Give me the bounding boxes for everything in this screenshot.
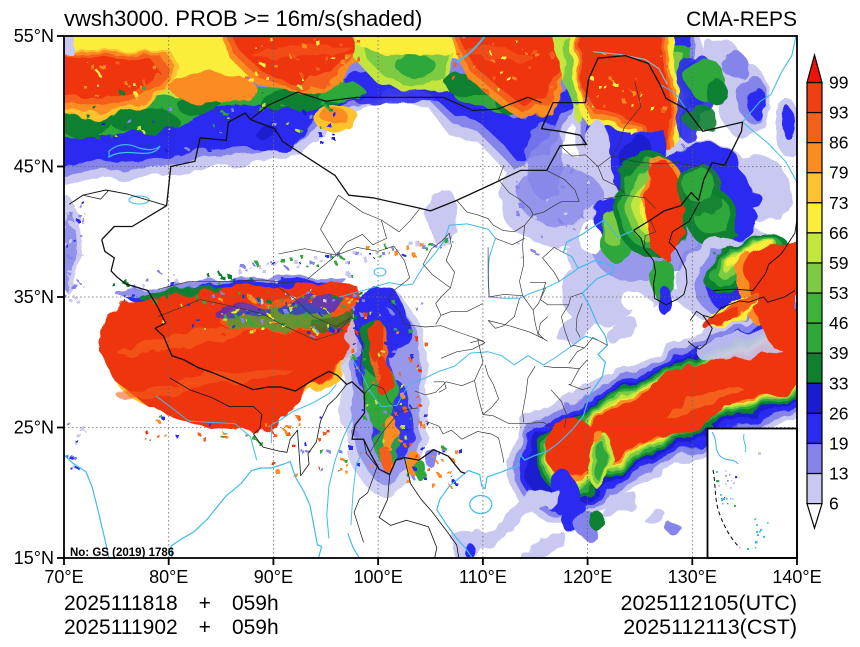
svg-text:45°N: 45°N	[14, 157, 54, 177]
svg-text:93: 93	[829, 103, 848, 123]
svg-text:130°E: 130°E	[668, 567, 717, 587]
svg-text:15°N: 15°N	[14, 548, 54, 568]
svg-text:13: 13	[829, 464, 848, 484]
svg-text:86: 86	[829, 133, 848, 153]
svg-text:26: 26	[829, 403, 848, 423]
svg-text:vwsh3000. PROB >= 16m/s(shaded: vwsh3000. PROB >= 16m/s(shaded)	[64, 6, 422, 31]
svg-text:70°E: 70°E	[44, 567, 83, 587]
svg-text:2025111902 + 059h: 2025111902 + 059h	[64, 616, 279, 639]
svg-text:99: 99	[829, 73, 848, 93]
svg-text:CMA-REPS: CMA-REPS	[686, 8, 797, 31]
svg-text:2025111818 + 059h: 2025111818 + 059h	[64, 592, 279, 615]
svg-text:53: 53	[829, 283, 848, 303]
svg-text:39: 39	[829, 343, 848, 363]
svg-text:2025112105(UTC): 2025112105(UTC)	[621, 591, 797, 615]
svg-text:80°E: 80°E	[149, 567, 188, 587]
svg-text:35°N: 35°N	[14, 287, 54, 307]
svg-text:No: GS (2019) 1786: No: GS (2019) 1786	[70, 547, 174, 559]
svg-text:59: 59	[829, 253, 848, 273]
svg-text:90°E: 90°E	[254, 567, 293, 587]
svg-text:73: 73	[829, 193, 848, 213]
svg-text:46: 46	[829, 313, 848, 333]
svg-text:120°E: 120°E	[563, 567, 612, 587]
svg-text:25°N: 25°N	[14, 418, 54, 438]
svg-text:33: 33	[829, 373, 848, 393]
svg-text:110°E: 110°E	[459, 567, 507, 587]
svg-text:19: 19	[829, 434, 848, 454]
svg-text:55°N: 55°N	[14, 26, 54, 46]
svg-text:6: 6	[829, 494, 839, 514]
svg-text:2025112113(CST): 2025112113(CST)	[623, 615, 797, 639]
svg-text:79: 79	[829, 163, 848, 183]
svg-text:100°E: 100°E	[353, 567, 402, 587]
svg-text:140°E: 140°E	[772, 567, 821, 587]
svg-text:66: 66	[829, 223, 848, 243]
